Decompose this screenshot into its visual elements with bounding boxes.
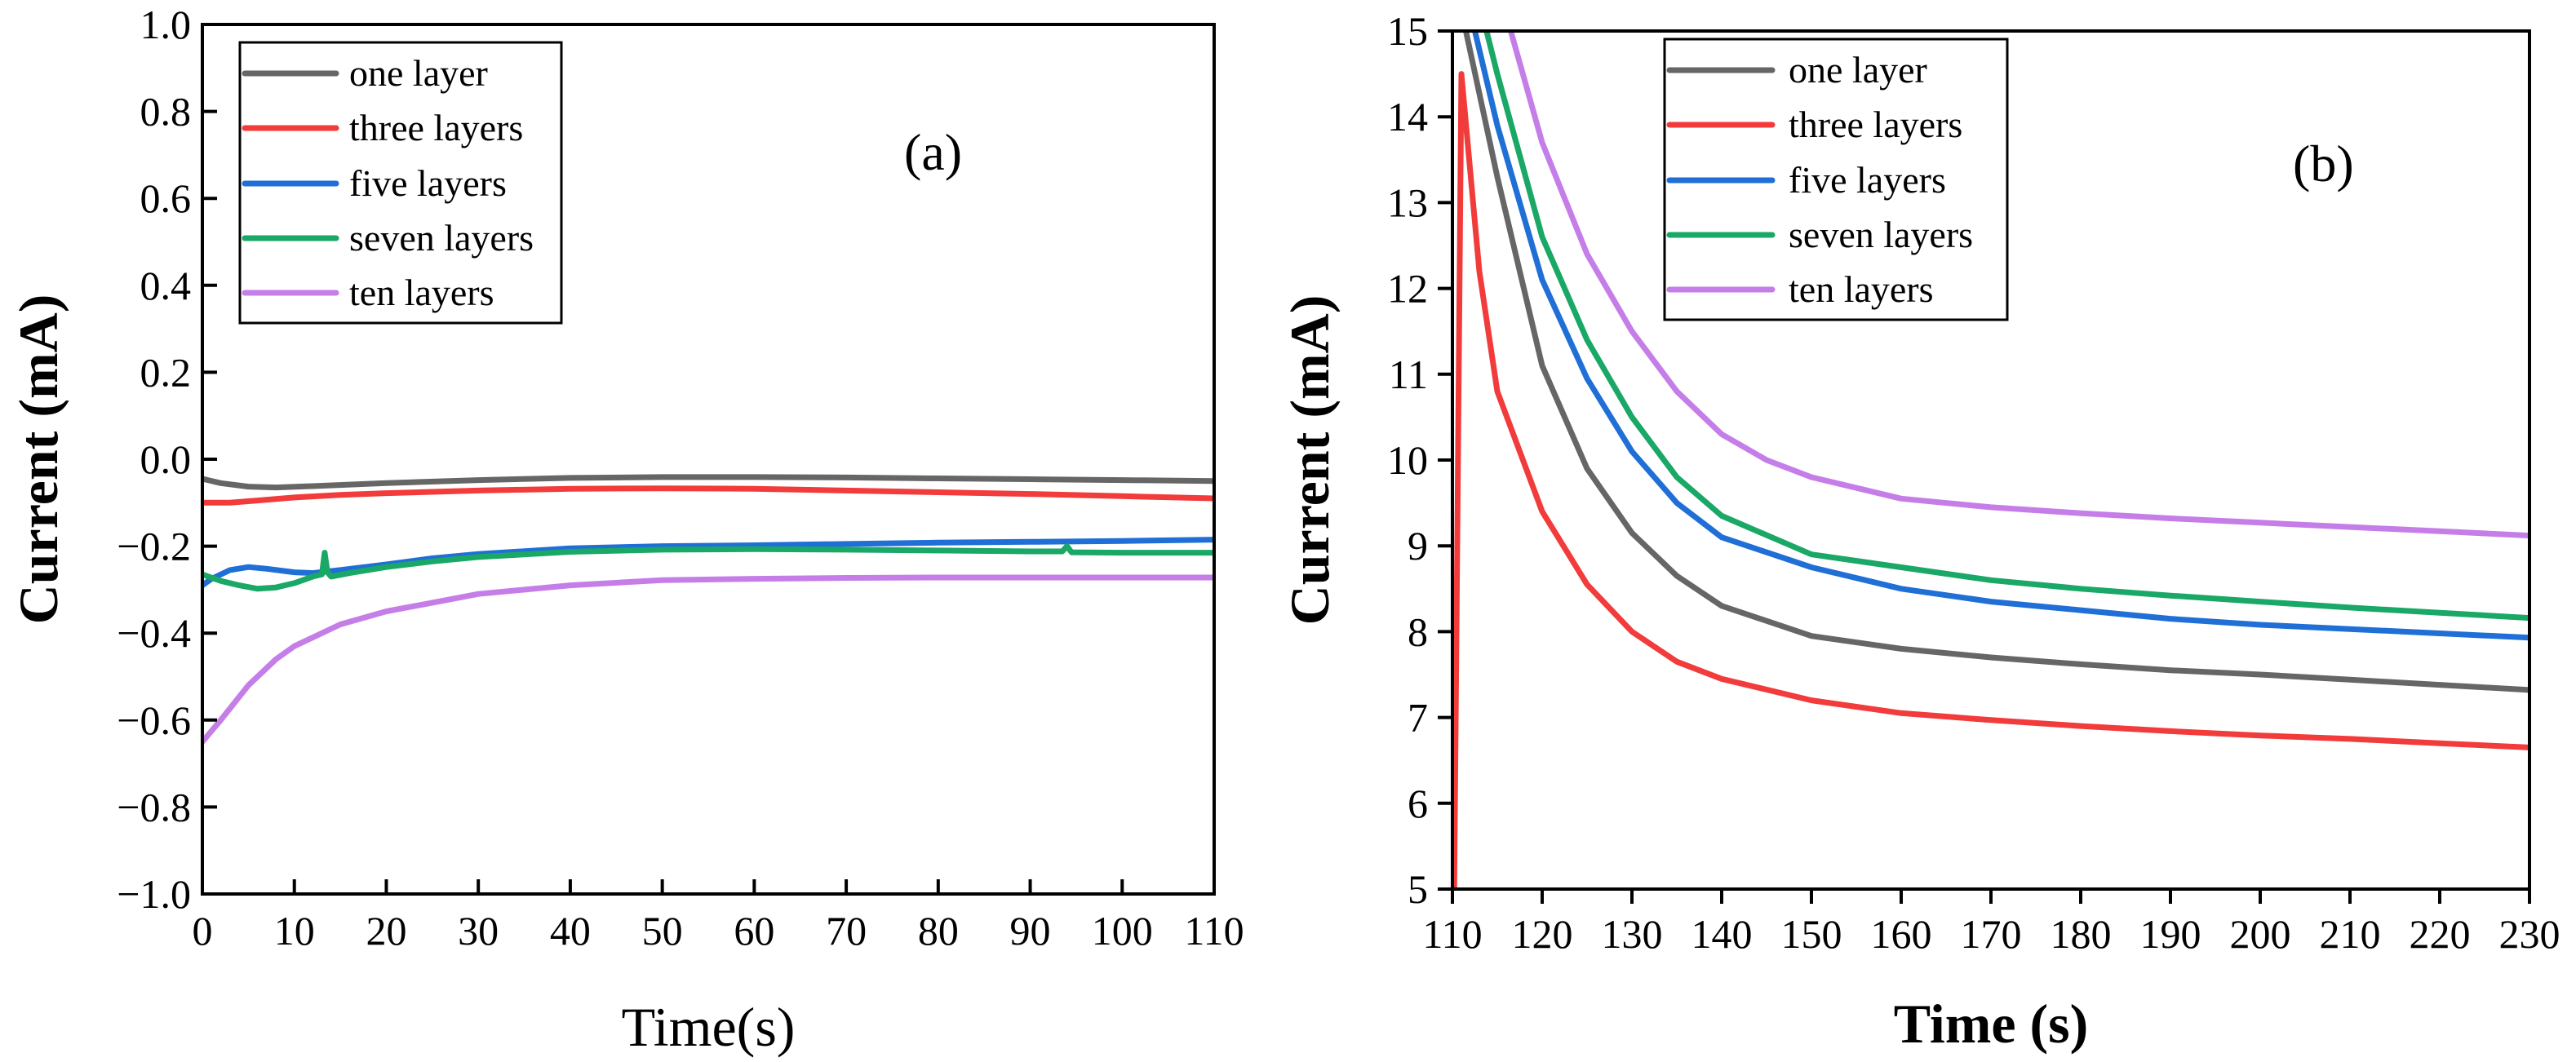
panel-b-x-tick-label: 120 [1512, 911, 1573, 957]
panel-b-chart: 110 120 130 140 150 160 170 180 190 200 210 220 230 … [1279, 8, 2560, 1055]
panel-a-x-tick-label: 50 [642, 908, 683, 954]
panel-a-axis-ticks [201, 23, 1216, 896]
panel-b-legend-label-one-layer: one layer [1789, 49, 1927, 91]
panel-a-y-tick-label: 0.4 [140, 263, 192, 308]
panel-b-x-tick-label: 220 [2410, 911, 2471, 957]
panel-b-x-tick-label: 110 [1422, 911, 1482, 957]
panel-b-y-tick-label: 14 [1387, 94, 1428, 139]
panel-b-axis-ticks [1438, 29, 2531, 904]
panel-b-y-tick-label: 7 [1408, 695, 1428, 741]
panel-a-legend-entry-2: three layers [242, 107, 523, 148]
panel-b-x-tick-label: 230 [2499, 911, 2560, 957]
panel-a-x-tick-label: 100 [1092, 908, 1153, 954]
panel-b-x-tick-label: 170 [1961, 911, 2022, 957]
panel-a-legend-label-seven-layers: seven layers [349, 217, 534, 259]
panel-b-legend-label-five-layers: five layers [1789, 159, 1946, 201]
panel-a-x-tick-labels: 0 10 20 30 40 50 60 70 80 90 100 110 [193, 908, 1244, 954]
panel-a-legend-entry-5: ten layers [242, 272, 494, 313]
panel-a-legend-label-three-layers: three layers [349, 107, 523, 148]
panel-b-y-tick-label: 12 [1387, 266, 1428, 312]
panel-a-legend-label-one-layer: one layer [349, 52, 488, 94]
panel-a-x-tick-label: 60 [734, 908, 774, 954]
panel-a-y-tick-label: 0.6 [140, 175, 192, 221]
panel-b-y-tick-label: 5 [1408, 866, 1428, 912]
panel-a-legend-box [238, 41, 563, 325]
panel-a-y-axis-title: Current (mA) [7, 294, 69, 625]
panel-b-legend-label-seven-layers: seven layers [1789, 214, 1973, 255]
panel-a-label: (a) [904, 123, 962, 181]
panel-b-y-tick-label: 15 [1387, 8, 1428, 54]
panel-a-y-tick-labels: 1.0 0.8 0.6 0.4 0.2 0.0 −0.2 −0.4 −0.6 −0.8 −1.0 [117, 2, 191, 917]
panel-b-legend-entry-3: five layers [1666, 159, 1946, 201]
panel-a-y-tick-label: −1.0 [117, 871, 191, 917]
panel-a-legend-label-ten-layers: ten layers [349, 272, 494, 313]
panel-b-x-tick-label: 140 [1691, 911, 1753, 957]
panel-b-y-tick-label: 11 [1389, 352, 1428, 397]
panel-a-chart: 0 10 20 30 40 50 60 70 80 90 100 110 1.0 0.8 0.6 0.4 0.… [7, 2, 1244, 1058]
panel-a-y-tick-label: 0.8 [140, 89, 192, 135]
panel-a-legend-entry-4: seven layers [242, 217, 534, 259]
panel-a-y-tick-label: −0.8 [117, 784, 191, 830]
panel-b-legend: one layer three layers five layers seven… [1663, 38, 2009, 321]
panel-b-legend-entry-2: three layers [1666, 104, 1962, 145]
panel-a-series-one-layer [202, 474, 1214, 491]
panel-a-x-tick-label: 20 [366, 908, 406, 954]
panel-b-x-tick-label: 150 [1781, 911, 1842, 957]
panel-b-x-tick-label: 160 [1871, 911, 1932, 957]
panel-b-series-seven-layers [1483, 31, 2529, 622]
panel-a-x-tick-label: 70 [826, 908, 867, 954]
panel-a-x-axis-title: Time(s) [622, 996, 796, 1058]
panel-b-legend-entry-4: seven layers [1666, 214, 1973, 255]
panel-a-legend-label-five-layers: five layers [349, 162, 507, 204]
panel-b-x-tick-label: 130 [1602, 911, 1663, 957]
panel-b-legend-label-ten-layers: ten layers [1789, 268, 1934, 310]
panel-a-series-ten-layers [202, 574, 1214, 745]
panel-a-y-tick-label: 1.0 [140, 2, 192, 47]
panel-a-x-tick-label: 40 [550, 908, 591, 954]
panel-a-series-seven-layers [202, 543, 1214, 592]
panel-b-x-tick-label: 210 [2320, 911, 2381, 957]
panel-a-series-group [202, 474, 1214, 745]
panel-a-series-three-layers [202, 485, 1214, 506]
panel-b-series-one-layer [1463, 31, 2529, 693]
panel-a-x-tick-label: 80 [918, 908, 959, 954]
panel-b-series-group [1452, 31, 2529, 889]
panel-a-legend-entry-3: five layers [242, 162, 507, 204]
panel-b-y-tick-labels: 15 14 13 12 11 10 9 8 7 6 5 [1387, 8, 1428, 912]
panel-b-y-axis-title: Current (mA) [1279, 295, 1341, 626]
panel-b-y-tick-label: 10 [1387, 437, 1428, 483]
panel-b-legend-entry-1: one layer [1666, 49, 1927, 91]
panel-a-y-tick-label: −0.6 [117, 697, 191, 743]
panel-b-series-three-layers [1452, 71, 2529, 889]
panel-b-y-tick-label: 6 [1408, 781, 1428, 826]
panel-b-x-axis-title: Time (s) [1894, 993, 2089, 1055]
panel-a-y-tick-label: 0.0 [140, 436, 192, 482]
panel-b-y-tick-label: 9 [1408, 523, 1428, 569]
panel-a-x-tick-label: 30 [458, 908, 499, 954]
panel-a-series-five-layers [202, 537, 1214, 589]
panel-a-x-tick-label: 90 [1010, 908, 1051, 954]
panel-a-y-tick-label: −0.4 [117, 610, 191, 656]
panel-a-legend: one layer three layers five layers seven… [238, 41, 563, 325]
panel-b-y-tick-label: 13 [1387, 179, 1428, 225]
panel-b-x-tick-label: 200 [2230, 911, 2291, 957]
panel-b-x-tick-label: 190 [2140, 911, 2201, 957]
panel-b-series-ten-layers [1508, 31, 2529, 539]
panel-b-y-tick-label: 8 [1408, 608, 1428, 654]
panel-b-legend-entry-5: ten layers [1666, 268, 1934, 310]
panel-b-x-tick-labels: 110 120 130 140 150 160 170 180 190 200 210 220 230 [1422, 911, 2560, 957]
panel-b-series-five-layers [1472, 31, 2529, 641]
panel-a-legend-entry-1: one layer [242, 52, 488, 94]
panel-a-y-tick-label: −0.2 [117, 524, 191, 569]
panel-a-y-tick-label: 0.2 [140, 349, 192, 395]
panel-b-legend-label-three-layers: three layers [1789, 104, 1962, 145]
panel-a-x-tick-label: 0 [193, 908, 213, 954]
panel-a-x-tick-label: 10 [274, 908, 315, 954]
panel-a-x-tick-label: 110 [1184, 908, 1244, 954]
panel-b-x-tick-label: 180 [2051, 911, 2112, 957]
panel-b-label: (b) [2293, 135, 2354, 192]
